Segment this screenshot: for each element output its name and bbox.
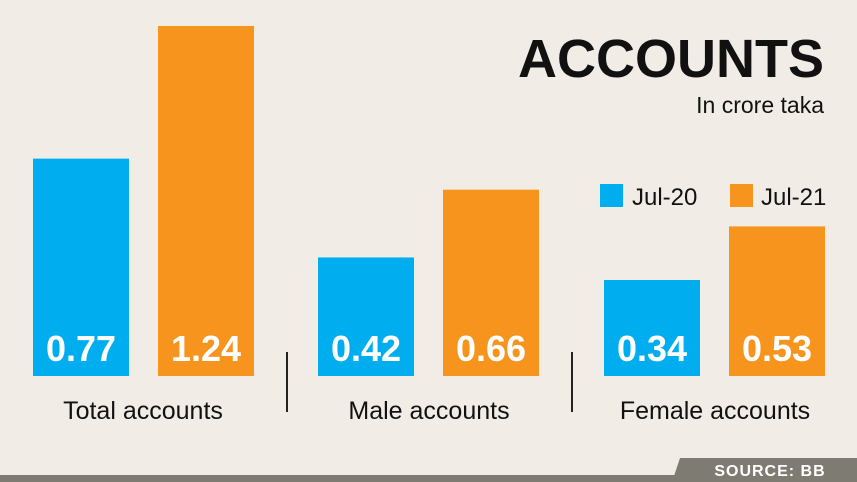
bar-jul21: [443, 189, 539, 376]
bar-jul21: [729, 226, 825, 376]
category-label: Male accounts: [348, 397, 509, 425]
footer-bar: [0, 475, 857, 482]
legend-label-jul20: Jul-20: [632, 184, 697, 211]
chart-title: ACCOUNTS: [518, 29, 824, 89]
bar-jul20: [604, 280, 700, 376]
bar-value-label: 0.34: [617, 328, 687, 369]
bar-value-label: 0.66: [456, 328, 526, 369]
bar-jul21: [158, 25, 254, 377]
bar-value-label: 0.42: [331, 328, 401, 369]
bar-value-label: 1.24: [171, 328, 241, 369]
bar-jul20: [33, 158, 129, 376]
source-tab: [672, 458, 857, 482]
bar-value-label: 0.53: [742, 328, 812, 369]
category-label: Total accounts: [63, 397, 223, 425]
category-label: Female accounts: [620, 397, 810, 425]
legend-swatch-jul21: [730, 184, 753, 207]
bars: 0.77 1.24 0.42 0.66 0.34 0.53: [33, 25, 825, 377]
source-label: SOURCE: BB: [714, 463, 825, 480]
chart-subtitle: In crore taka: [696, 92, 824, 118]
bar-jul20: [318, 257, 414, 376]
bar-value-label: 0.77: [46, 328, 116, 369]
legend: Jul-20 Jul-21: [600, 184, 826, 211]
legend-label-jul21: Jul-21: [761, 184, 826, 211]
legend-swatch-jul20: [600, 184, 623, 207]
